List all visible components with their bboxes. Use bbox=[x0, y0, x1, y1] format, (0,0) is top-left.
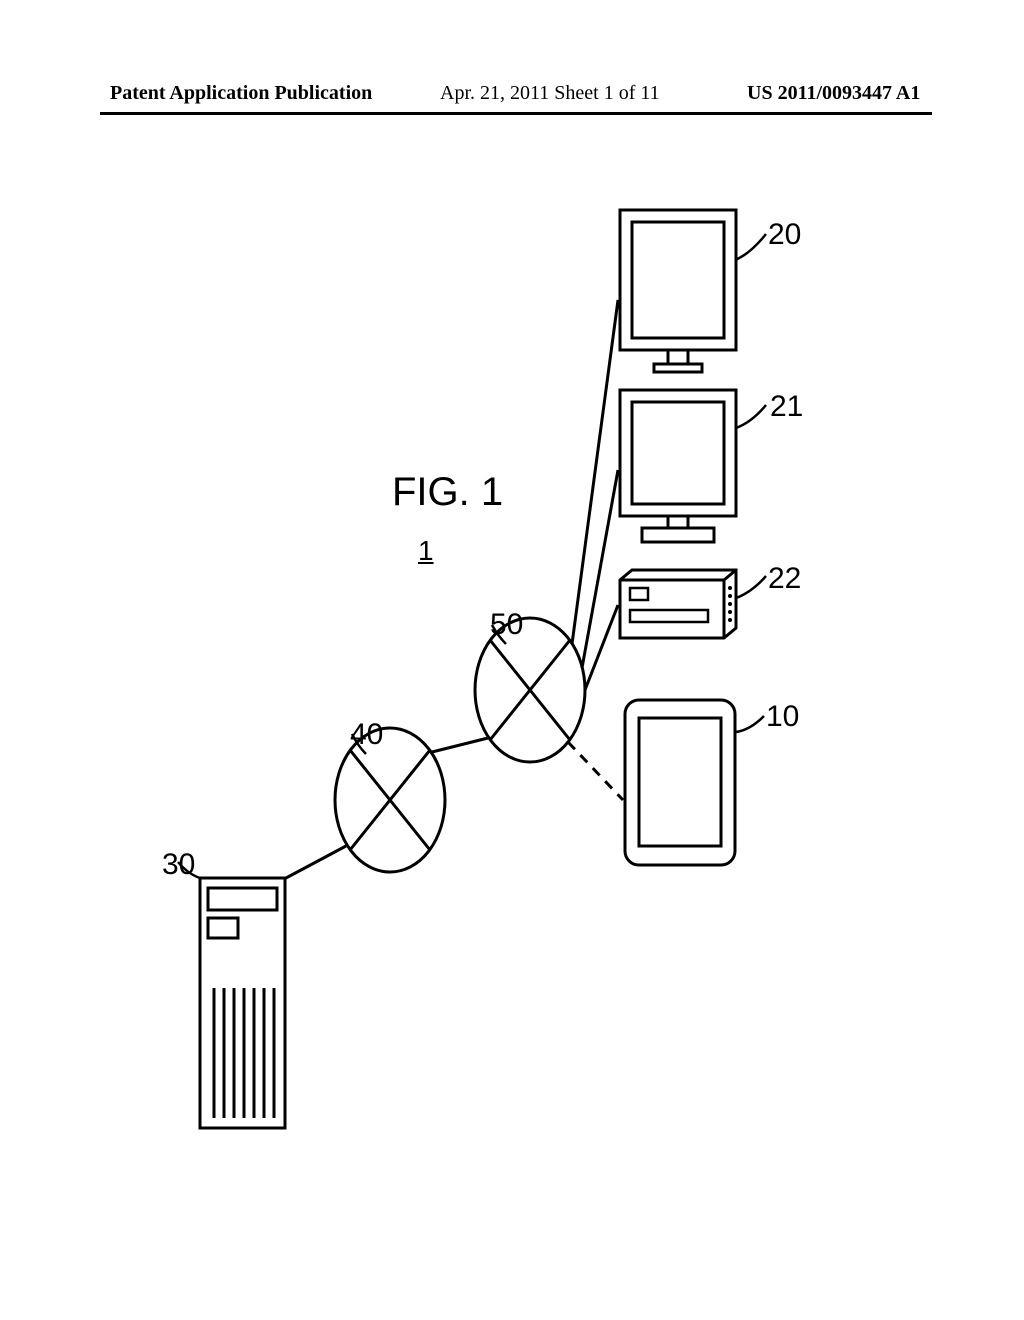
link-n40-n50 bbox=[432, 738, 488, 752]
ref-21: 21 bbox=[770, 390, 803, 424]
ref-50: 50 bbox=[490, 608, 523, 642]
link-n50-dev21 bbox=[582, 470, 618, 668]
ref-10: 10 bbox=[766, 700, 799, 734]
leader-10 bbox=[736, 716, 764, 732]
device-mobile-10 bbox=[625, 700, 735, 865]
device-monitor-21 bbox=[620, 390, 736, 542]
link-n50-dev10 bbox=[568, 742, 623, 800]
link-server-n40 bbox=[286, 846, 346, 878]
ref-22: 22 bbox=[768, 562, 801, 596]
server-30 bbox=[200, 878, 285, 1128]
ref-40: 40 bbox=[350, 718, 383, 752]
device-monitor-20 bbox=[620, 210, 736, 372]
ref-30: 30 bbox=[162, 848, 195, 882]
leader-22 bbox=[736, 576, 766, 598]
ref-20: 20 bbox=[768, 218, 801, 252]
figure-svg bbox=[0, 0, 1024, 1320]
patent-page: Patent Application Publication Apr. 21, … bbox=[0, 0, 1024, 1320]
device-recorder-22 bbox=[620, 570, 736, 638]
leader-20 bbox=[735, 234, 766, 260]
leader-21 bbox=[736, 405, 766, 428]
